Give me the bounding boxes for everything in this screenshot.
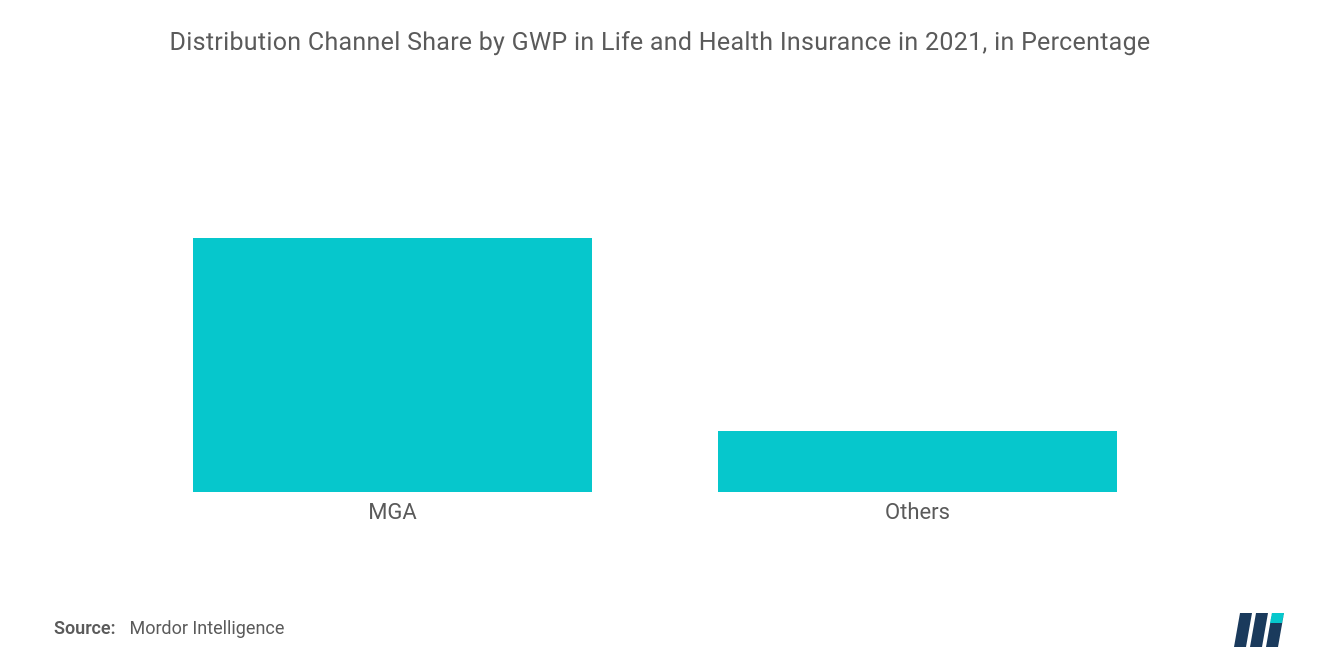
chart-container: Distribution Channel Share by GWP in Lif… <box>0 0 1320 665</box>
x-axis-labels: MGA Others <box>130 500 1180 540</box>
source-line: Source: Mordor Intelligence <box>54 618 284 639</box>
chart-title: Distribution Channel Share by GWP in Lif… <box>0 0 1320 57</box>
source-label: Source: <box>54 618 116 639</box>
source-value: Mordor Intelligence <box>130 618 285 639</box>
x-label-mga: MGA <box>368 500 417 525</box>
bar-mga <box>193 238 592 492</box>
x-label-others: Others <box>885 500 950 525</box>
bar-others <box>718 431 1117 493</box>
mordor-logo-icon <box>1230 611 1286 649</box>
plot-area <box>130 82 1180 492</box>
